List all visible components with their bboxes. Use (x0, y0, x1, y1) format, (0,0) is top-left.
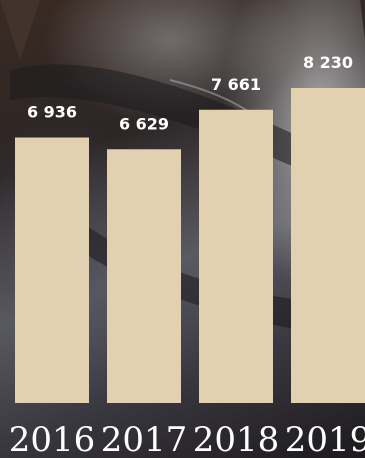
bars-group (15, 88, 365, 403)
bar-2016 (15, 138, 89, 403)
category-labels-group: 2016 2017 2018 2019 (9, 420, 365, 458)
bar-2017 (107, 149, 181, 403)
category-label-2017: 2017 (101, 420, 188, 458)
category-label-2018: 2018 (193, 420, 280, 458)
category-label-2019: 2019 (285, 420, 365, 458)
bar-2019 (291, 88, 365, 403)
value-label-2016: 6 936 (27, 103, 77, 122)
bar-2018 (199, 110, 273, 403)
value-label-2019: 8 230 (303, 53, 353, 72)
category-label-2016: 2016 (9, 420, 96, 458)
value-label-2017: 6 629 (119, 114, 169, 133)
value-label-2018: 7 661 (211, 75, 261, 94)
